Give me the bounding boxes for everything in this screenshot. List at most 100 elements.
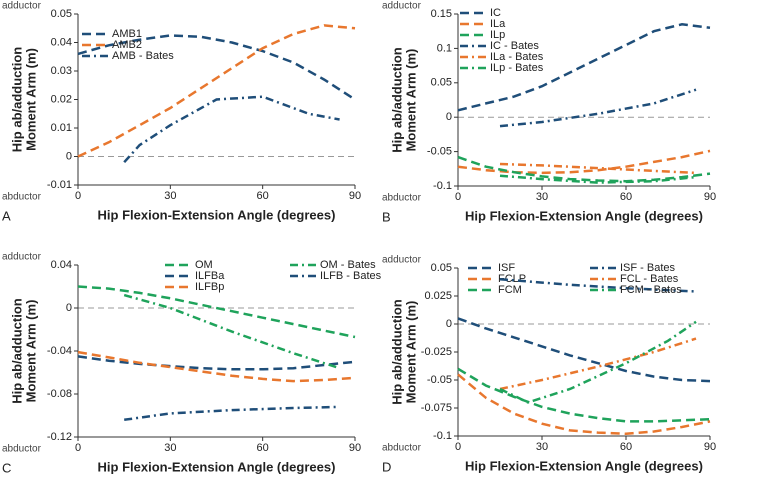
legend-label: FCL - Bates <box>620 273 679 285</box>
y-axis-label: Moment Arm (m) <box>23 300 38 403</box>
legend-label: AMB - Bates <box>112 50 174 62</box>
series-line <box>499 320 697 404</box>
x-tick-label: 60 <box>257 190 269 202</box>
adductor-label: adductor <box>2 252 42 263</box>
series-line <box>499 88 697 128</box>
legend-label: ILp <box>490 29 505 41</box>
y-tick-label: 0.025 <box>424 290 452 302</box>
y-tick-label: -0.1 <box>433 430 452 442</box>
x-axis-label: Hip Flexion-Extension Angle (degrees) <box>465 208 703 223</box>
series-line <box>499 174 697 184</box>
y-tick-label: 0.05 <box>51 8 72 20</box>
y-axis-label: Hip ab/adduction <box>9 47 24 153</box>
y-axis-label: Hip ab/adduction <box>389 47 404 153</box>
series-line <box>77 34 356 101</box>
y-tick-label: -0.025 <box>421 346 452 358</box>
y-axis-label: Hip ab/adduction <box>9 298 24 404</box>
abductor-label: abductor <box>382 193 422 204</box>
y-axis-label: Moment Arm (m) <box>23 48 38 151</box>
legend-label: ILa - Bates <box>490 51 544 63</box>
x-tick-label: 30 <box>536 191 548 203</box>
series-line <box>457 367 711 423</box>
series-line <box>77 24 356 158</box>
y-tick-label: 0.03 <box>51 65 72 77</box>
series-line <box>457 317 711 383</box>
y-tick-label: 0.1 <box>437 42 452 54</box>
legend-label: AMB1 <box>112 28 142 40</box>
adductor-label: adductor <box>382 255 422 266</box>
y-axis-label: Moment Arm (m) <box>403 301 418 404</box>
x-tick-label: 0 <box>75 190 81 202</box>
y-tick-label: -0.12 <box>47 431 72 443</box>
legend-label: IC - Bates <box>490 40 539 52</box>
panel-letter: B <box>382 209 391 224</box>
series-line <box>457 23 711 112</box>
abductor-label: abductor <box>382 443 422 454</box>
x-tick-label: 90 <box>704 441 716 453</box>
x-tick-label: 0 <box>75 442 81 454</box>
x-tick-label: 90 <box>349 190 361 202</box>
y-tick-label: 0 <box>446 318 452 330</box>
y-tick-label: -0.05 <box>427 146 452 158</box>
x-axis-label: Hip Flexion-Extension Angle (degrees) <box>465 458 703 473</box>
x-axis-label: Hip Flexion-Extension Angle (degrees) <box>98 459 336 474</box>
x-tick-label: 90 <box>704 191 716 203</box>
y-tick-label: -0.04 <box>47 345 72 357</box>
legend-label: IC <box>490 7 501 19</box>
x-tick-label: 60 <box>620 191 632 203</box>
adductor-label: adductor <box>382 1 422 12</box>
panel-letter: C <box>2 460 11 475</box>
y-tick-label: -0.1 <box>433 180 452 192</box>
series-line <box>77 285 356 339</box>
y-axis-label: Hip ab/adduction <box>389 299 404 405</box>
series-line <box>123 293 340 370</box>
y-tick-label: 0.04 <box>51 36 72 48</box>
legend-label: ILFBa <box>195 270 225 282</box>
y-tick-label: -0.08 <box>47 388 72 400</box>
series-line <box>77 355 356 371</box>
abductor-label: abductor <box>2 192 42 203</box>
series-line <box>457 149 711 175</box>
y-tick-label: 0.05 <box>431 77 452 89</box>
x-tick-label: 0 <box>455 441 461 453</box>
x-tick-label: 60 <box>257 442 269 454</box>
y-tick-label: 0.01 <box>51 122 72 134</box>
legend-label: ILFBp <box>195 281 224 293</box>
legend-label: ISF - Bates <box>620 262 676 274</box>
adductor-label: adductor <box>2 1 42 12</box>
legend-label: ISF <box>498 262 515 274</box>
y-tick-label: 0 <box>446 111 452 123</box>
legend-label: OM - Bates <box>320 259 376 271</box>
y-tick-label: -0.05 <box>427 374 452 386</box>
x-tick-label: 30 <box>164 190 176 202</box>
series-line <box>457 373 711 436</box>
series-line <box>77 350 356 383</box>
series-line <box>457 155 711 183</box>
y-tick-label: 0.15 <box>431 8 452 20</box>
y-tick-label: 0 <box>66 302 72 314</box>
x-axis-label: Hip Flexion-Extension Angle (degrees) <box>98 207 336 222</box>
y-tick-label: 0.02 <box>51 93 72 105</box>
y-tick-label: 0 <box>66 150 72 162</box>
panel-letter: D <box>382 459 391 474</box>
abductor-label: abductor <box>2 444 42 455</box>
legend-label: FCM - Bates <box>620 284 682 296</box>
y-tick-label: 0.04 <box>51 259 72 271</box>
legend-label: ILFB - Bates <box>320 270 382 282</box>
legend-label: OM <box>195 259 213 271</box>
y-tick-label: -0.075 <box>421 402 452 414</box>
legend-label: ILp - Bates <box>490 62 544 74</box>
x-tick-label: 60 <box>620 441 632 453</box>
panel-letter: A <box>2 208 11 223</box>
x-tick-label: 30 <box>536 441 548 453</box>
legend-label: FCM <box>498 284 522 296</box>
legend-label: AMB2 <box>112 39 142 51</box>
series-line <box>124 405 340 422</box>
y-tick-label: 0.05 <box>431 262 452 274</box>
series-line <box>499 162 697 175</box>
x-tick-label: 90 <box>349 442 361 454</box>
x-tick-label: 30 <box>164 442 176 454</box>
x-tick-label: 0 <box>455 191 461 203</box>
y-tick-label: -0.01 <box>47 179 72 191</box>
